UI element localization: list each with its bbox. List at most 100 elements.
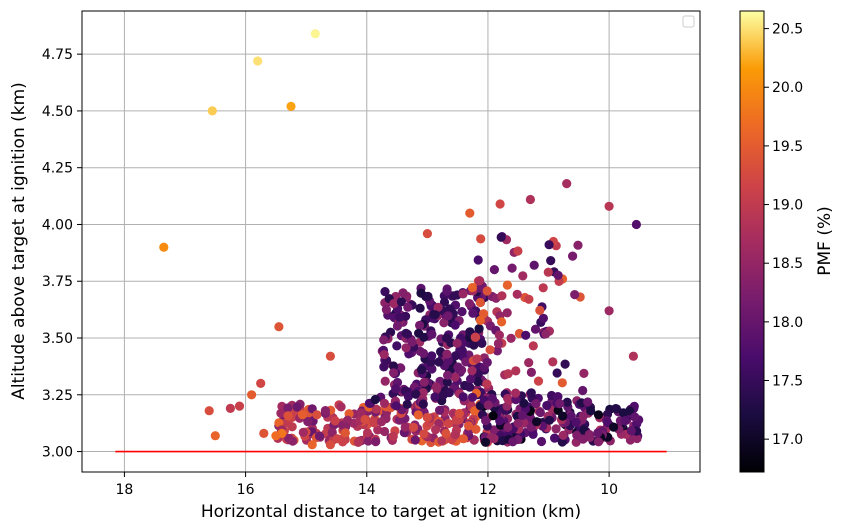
scatter-point bbox=[465, 382, 475, 392]
scatter-point bbox=[369, 418, 379, 428]
scatter-point bbox=[495, 416, 505, 426]
scatter-point bbox=[528, 341, 538, 351]
scatter-point bbox=[418, 348, 429, 358]
scatter-point bbox=[497, 317, 507, 327]
scatter-point bbox=[551, 424, 561, 434]
scatter-point bbox=[325, 351, 335, 361]
scatter-point bbox=[458, 289, 468, 299]
colorbar-tick-label: 17.5 bbox=[772, 374, 803, 390]
scatter-point bbox=[517, 410, 528, 420]
scatter-point bbox=[471, 424, 481, 434]
scatter-point bbox=[466, 374, 476, 384]
scatter-point bbox=[392, 321, 402, 331]
scatter-point bbox=[303, 417, 313, 427]
scatter-point bbox=[543, 267, 553, 277]
scatter-point bbox=[512, 289, 522, 299]
colorbar-tick-label: 20.5 bbox=[772, 22, 803, 38]
scatter-point bbox=[253, 56, 263, 66]
scatter-point bbox=[320, 406, 330, 416]
scatter-point bbox=[259, 428, 269, 438]
scatter-point bbox=[473, 377, 483, 387]
scatter-point bbox=[474, 324, 484, 334]
y-tick-label: 3.25 bbox=[42, 388, 73, 404]
scatter-point bbox=[557, 378, 567, 388]
scatter-point bbox=[297, 410, 308, 420]
scatter-point bbox=[442, 349, 452, 359]
scatter-point bbox=[403, 391, 413, 402]
scatter-point bbox=[444, 418, 454, 429]
scatter-point bbox=[506, 333, 516, 343]
scatter-point bbox=[363, 436, 373, 446]
scatter-point bbox=[283, 403, 293, 413]
scatter-point bbox=[234, 401, 245, 411]
scatter-point bbox=[411, 389, 421, 399]
scatter-point bbox=[292, 402, 302, 412]
colorbar-tick-label: 18.0 bbox=[772, 315, 803, 331]
scatter-point bbox=[544, 240, 554, 250]
y-tick-label: 4.75 bbox=[42, 47, 73, 63]
scatter-point bbox=[340, 428, 350, 438]
scatter-point bbox=[555, 399, 565, 409]
scatter-point bbox=[360, 414, 370, 425]
scatter-point bbox=[416, 288, 426, 298]
scatter-point bbox=[489, 425, 499, 435]
scatter-point bbox=[502, 308, 512, 318]
scatter-point bbox=[454, 408, 464, 419]
legend-box bbox=[682, 15, 695, 28]
scatter-point bbox=[379, 335, 389, 345]
scatter-point bbox=[532, 417, 542, 427]
scatter-point bbox=[442, 286, 452, 296]
scatter-point bbox=[403, 302, 413, 312]
scatter-point bbox=[388, 431, 398, 441]
scatter-point bbox=[583, 397, 593, 407]
scatter-point bbox=[450, 372, 460, 382]
scatter-point bbox=[401, 328, 411, 338]
scatter-point bbox=[526, 367, 537, 377]
scatter-point bbox=[395, 312, 405, 322]
scatter-point bbox=[204, 406, 214, 416]
colorbar-ticks: 17.0 17.5 18.0 18.5 19.0 19.5 20.0 20.5 bbox=[764, 22, 803, 448]
scatter-point bbox=[373, 425, 383, 435]
scatter-point bbox=[330, 416, 340, 426]
scatter-point bbox=[370, 394, 380, 405]
axis-ticks: 18 16 14 12 10 3.00 3.25 3.50 3.75 4.00 4.25 4.50 4.… bbox=[42, 47, 618, 498]
scatter-point bbox=[497, 291, 507, 301]
scatter-point bbox=[435, 405, 445, 415]
scatter-point bbox=[562, 397, 572, 407]
scatter-point bbox=[477, 338, 487, 348]
scatter-point bbox=[485, 345, 495, 355]
scatter-point bbox=[560, 359, 570, 369]
plot-frame bbox=[81, 10, 701, 473]
y-tick-label: 3.00 bbox=[42, 445, 73, 461]
scatter-point bbox=[528, 429, 538, 439]
scatter-point bbox=[274, 418, 284, 428]
scatter-point bbox=[531, 399, 541, 409]
scatter-point bbox=[388, 361, 399, 371]
colorbar-tick-label: 20.0 bbox=[772, 80, 803, 96]
scatter-point bbox=[312, 410, 322, 420]
scatter-point bbox=[422, 229, 432, 239]
scatter-point bbox=[609, 422, 619, 432]
scatter-point bbox=[430, 310, 440, 320]
scatter-point bbox=[314, 431, 325, 441]
scatter-point bbox=[423, 291, 433, 301]
scatter-point bbox=[487, 393, 497, 404]
scatter-point bbox=[353, 437, 363, 447]
scatter-point bbox=[573, 240, 583, 250]
scatter-point bbox=[288, 436, 298, 446]
scatter-point bbox=[488, 411, 498, 421]
scatter-point bbox=[546, 256, 556, 266]
scatter-point bbox=[427, 329, 437, 339]
scatter-point bbox=[450, 320, 460, 330]
colorbar bbox=[740, 11, 764, 472]
scatter-point bbox=[207, 106, 217, 116]
scatter-point bbox=[379, 350, 389, 360]
scatter-point bbox=[380, 426, 390, 437]
scatter-point bbox=[433, 302, 443, 312]
scatter-point bbox=[542, 400, 552, 411]
scatter-point bbox=[483, 400, 493, 410]
scatter-point bbox=[482, 357, 492, 367]
scatter-point bbox=[407, 337, 417, 347]
scatter-point bbox=[389, 299, 399, 309]
